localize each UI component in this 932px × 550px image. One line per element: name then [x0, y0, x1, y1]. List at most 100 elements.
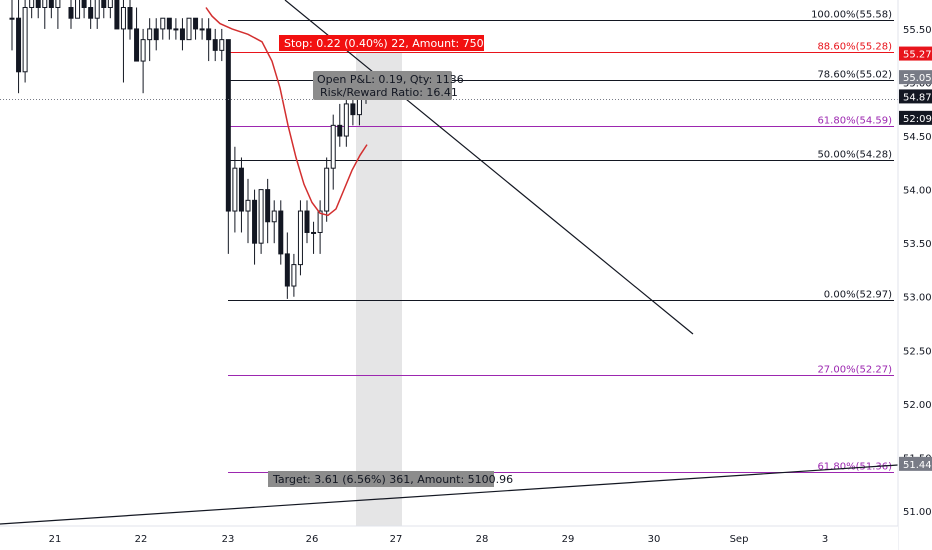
candle-body [206, 28, 212, 41]
time-tick-label: 22 [135, 534, 148, 545]
candle-body [212, 39, 218, 51]
candle-body [297, 210, 303, 266]
time-axis[interactable]: 21 22 23 26 27 28 29 30 Sep 3 [0, 525, 898, 550]
price-tick-label: 52.00 [903, 400, 932, 411]
price-label-text: 55.05 [903, 73, 932, 84]
candle [88, 0, 94, 29]
candle-body [343, 103, 349, 137]
candle [304, 200, 310, 244]
candle [317, 200, 323, 254]
candle-body [278, 210, 284, 255]
candle-body [337, 124, 343, 137]
candle [284, 232, 290, 299]
candle [153, 18, 159, 51]
candle-body [271, 210, 277, 223]
candle [114, 0, 120, 30]
candle [291, 253, 297, 297]
price-tick-label: 55.50 [903, 25, 932, 36]
time-tick-label: 3 [822, 534, 828, 545]
candle-body [134, 28, 140, 62]
candle [75, 0, 81, 19]
candle-body [193, 17, 199, 30]
price-tick-label: 52.50 [903, 346, 932, 357]
candle-body [107, 0, 113, 8]
candle-body [147, 28, 153, 41]
candle-body [245, 199, 251, 212]
candle [120, 0, 126, 83]
candle-body [35, 0, 41, 8]
candle-body [219, 39, 225, 51]
price-label-background [899, 70, 932, 85]
moving-average-line [205, 7, 368, 217]
candle [212, 28, 218, 62]
target-label-box[interactable]: Target: 3.61 (6.56%) 361, Amount: 5100.9… [268, 471, 513, 487]
candle-body [252, 199, 258, 244]
price-label-background [899, 89, 932, 104]
candle-body [94, 0, 100, 19]
candle [252, 189, 258, 265]
price-tick-label: 53.00 [903, 293, 932, 304]
trend-lines[interactable] [0, 0, 899, 525]
time-tick-label: 30 [648, 534, 661, 545]
candle-body [311, 231, 317, 234]
price-label-tag: 52:09 [899, 110, 932, 125]
candle-body [238, 167, 244, 212]
candle [55, 0, 61, 29]
candle-body [127, 6, 133, 30]
candle-body [153, 28, 159, 41]
price-label-tag: 54.87 [899, 89, 932, 104]
candle-body [330, 124, 336, 169]
candle [179, 18, 185, 51]
candle-body [81, 0, 87, 8]
candle [219, 28, 225, 62]
price-axis[interactable]: 55.5055.0054.5054.0053.5053.0052.5052.00… [897, 0, 932, 550]
stop-label-box[interactable]: Stop: 0.22 (0.40%) 22, Amount: 750.08 [279, 35, 501, 51]
descending-trend-line [284, 0, 694, 335]
candle [343, 93, 349, 147]
time-tick-label: 23 [222, 534, 235, 545]
position-zone [356, 52, 402, 526]
candle [245, 178, 251, 244]
candle-body [225, 39, 231, 212]
price-tick-label: 54.00 [903, 186, 932, 197]
candle [225, 39, 231, 254]
candle [173, 18, 179, 40]
candle-body [186, 17, 192, 41]
candle-body [284, 253, 290, 287]
price-label-text: 54.87 [903, 92, 932, 103]
price-label-text: 52:09 [903, 114, 932, 125]
candle-body [42, 0, 48, 8]
candle [22, 0, 28, 83]
candle-body [120, 6, 126, 30]
candle-body [304, 210, 310, 233]
candle-body [55, 0, 61, 8]
fib-level-label: 88.60%(55.28) [817, 42, 892, 53]
candle [271, 200, 277, 244]
candle [134, 7, 140, 62]
candle-body [166, 17, 172, 30]
candle [16, 0, 22, 94]
rising-trend-line [0, 464, 899, 525]
candle [324, 157, 330, 222]
pnl-label: Open P&L: 0.19, Qty: 1136 [317, 73, 464, 86]
candle [238, 157, 244, 233]
candle-body [101, 0, 107, 8]
price-label-text: 55.27 [903, 50, 932, 61]
price-label-tag: 55.05 [899, 70, 932, 85]
price-label-background [899, 456, 932, 471]
fib-level-label: 100.00%(55.58) [811, 10, 892, 21]
time-tick-label: 26 [306, 534, 319, 545]
candle [297, 200, 303, 276]
candle [232, 146, 238, 233]
candle-body [265, 189, 271, 223]
candle-body [29, 0, 35, 8]
time-tick-label: 29 [562, 534, 575, 545]
candle [278, 200, 284, 265]
candle [193, 17, 199, 40]
price-tick-label: 54.50 [903, 132, 932, 143]
candle-body [48, 0, 54, 8]
pnl-label-box[interactable]: Open P&L: 0.19, Qty: 1136 Risk/Reward Ra… [313, 71, 464, 100]
candle [101, 0, 107, 19]
risk-reward-label: Risk/Reward Ratio: 16.41 [320, 86, 458, 99]
